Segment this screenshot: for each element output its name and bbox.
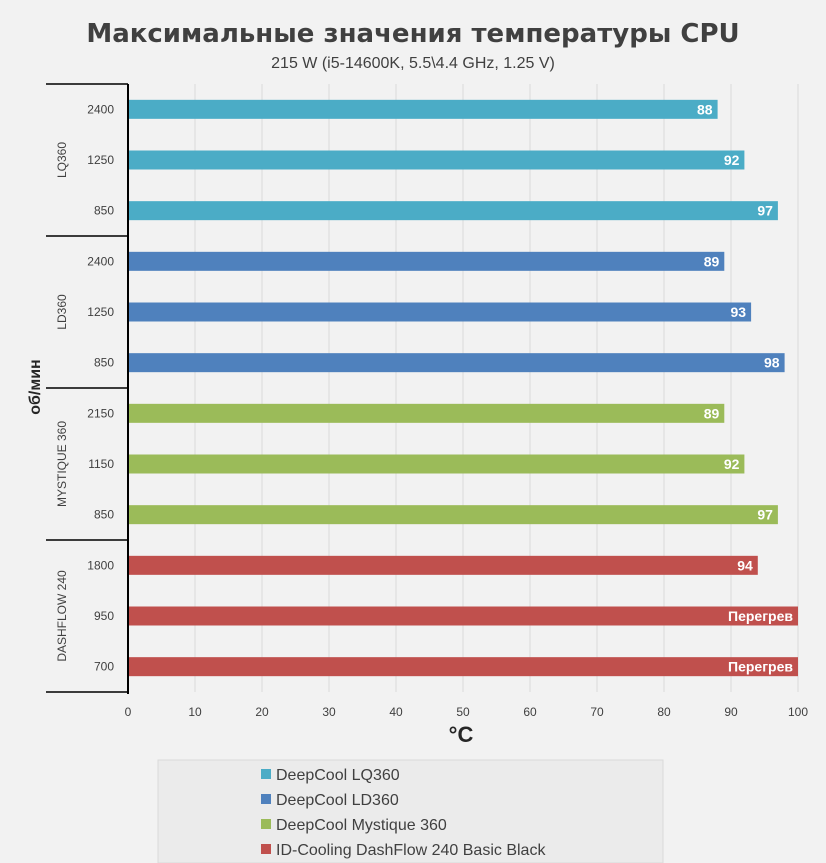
rpm-label: 2400 — [87, 254, 114, 268]
rpm-label: 850 — [94, 356, 114, 370]
rpm-label: 850 — [94, 204, 114, 218]
x-axis: 0 10 20 30 40 50 60 70 80 90 100 — [125, 705, 809, 719]
bar — [128, 454, 745, 474]
group-label: MYSTIQUE 360 — [55, 421, 69, 507]
data-label: 98 — [764, 355, 780, 371]
x-tick-label: 0 — [125, 705, 132, 719]
chart-title: Максимальные значения температуры CPU — [86, 19, 739, 49]
x-tick-label: 30 — [322, 705, 336, 719]
data-label: 89 — [704, 405, 720, 421]
x-tick-label: 70 — [590, 705, 604, 719]
x-axis-title: °C — [449, 722, 474, 747]
bar — [128, 555, 758, 575]
rpm-label: 1800 — [87, 558, 114, 572]
rpm-label: 2150 — [87, 406, 114, 420]
x-tick-label: 50 — [456, 705, 470, 719]
y-axis: 2400 1250 850 LQ360 2400 1250 850 LD360 2150 1150… — [46, 83, 129, 694]
x-tick-label: 90 — [724, 705, 738, 719]
bar — [128, 302, 752, 322]
data-label: 97 — [757, 203, 773, 219]
bar — [128, 99, 718, 119]
data-label: 97 — [757, 507, 773, 523]
legend-label: DeepCool LQ360 — [276, 767, 400, 784]
bar — [128, 606, 798, 626]
bar — [128, 201, 778, 221]
bar — [128, 150, 745, 170]
rpm-label: 1250 — [87, 305, 114, 319]
legend-swatch — [261, 819, 271, 829]
bar — [128, 657, 798, 677]
data-label: 93 — [731, 304, 747, 320]
rpm-label: 850 — [94, 508, 114, 522]
data-labels: 88 92 97 89 93 98 89 92 97 94 Перегрев Перегрев — [697, 101, 793, 674]
x-tick-label: 60 — [523, 705, 537, 719]
data-label: 94 — [737, 557, 753, 573]
legend-label: ID-Cooling DashFlow 240 Basic Black — [276, 842, 546, 859]
group-label: LD360 — [55, 294, 69, 330]
bar — [128, 403, 725, 423]
data-label: Перегрев — [728, 659, 793, 675]
chart-subtitle: 215 W (i5-14600K, 5.5\4.4 GHz, 1.25 V) — [271, 55, 555, 72]
legend: DeepCool LQ360 DeepCool LD360 DeepCool Mys… — [157, 759, 664, 863]
legend-label: DeepCool Mystique 360 — [276, 817, 447, 834]
data-label: Перегрев — [728, 608, 793, 624]
x-tick-label: 100 — [788, 705, 808, 719]
rpm-label: 2400 — [87, 102, 114, 116]
gridlines — [194, 84, 799, 692]
x-tick-label: 80 — [657, 705, 671, 719]
legend-swatch — [261, 769, 271, 779]
legend-swatch — [261, 794, 271, 804]
x-tick-label: 10 — [188, 705, 202, 719]
group-label: LQ360 — [55, 142, 69, 178]
rpm-label: 1250 — [87, 153, 114, 167]
bars — [128, 99, 798, 677]
x-tick-label: 40 — [389, 705, 403, 719]
bar — [128, 505, 778, 525]
y-axis-title: об/мин — [27, 359, 44, 414]
x-tick-label: 20 — [255, 705, 269, 719]
bar — [128, 251, 725, 271]
data-label: 88 — [697, 101, 713, 117]
rpm-label: 700 — [94, 660, 114, 674]
group-label: DASHFLOW 240 — [55, 570, 69, 662]
legend-swatch — [261, 844, 271, 854]
bar — [128, 353, 785, 373]
legend-box — [157, 759, 664, 863]
data-label: 92 — [724, 456, 740, 472]
data-label: 89 — [704, 253, 720, 269]
rpm-label: 1150 — [88, 457, 114, 471]
legend-label: DeepCool LD360 — [276, 792, 399, 809]
data-label: 92 — [724, 152, 740, 168]
rpm-label: 950 — [94, 609, 114, 623]
